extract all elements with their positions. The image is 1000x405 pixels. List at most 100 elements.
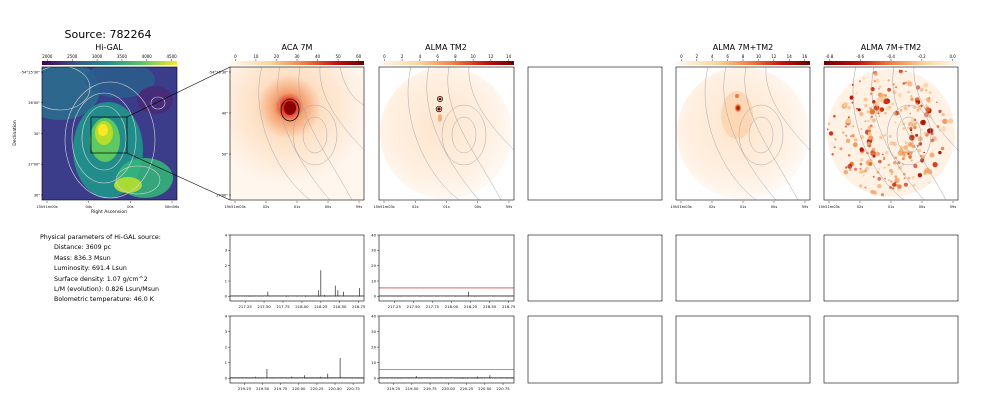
x-tick-label: 02s [709, 205, 716, 209]
noise-blob [905, 81, 907, 84]
colorbar-tick-label: 14 [506, 54, 512, 59]
noise-blob [867, 141, 872, 146]
noise-blob [936, 101, 938, 104]
y-tick-label: 2 [225, 263, 228, 268]
x-tick-label: 218.25 [464, 304, 478, 309]
noise-blob [873, 79, 876, 83]
colorbar-tick-label: 6 [436, 54, 439, 59]
y-tick-label: -54°25'30" [21, 70, 41, 74]
noise-blob [843, 170, 848, 175]
noise-blob [828, 131, 834, 136]
spectrum-frame [378, 234, 515, 302]
noise-blob [864, 186, 867, 189]
noise-blob [869, 109, 875, 115]
noise-blob [915, 102, 919, 106]
x-tick-label: 220.75 [346, 386, 360, 391]
x-tick-label: 00s [475, 205, 482, 209]
alma7mtm2-contours [704, 66, 811, 201]
x-tick-label: 59s [356, 205, 363, 209]
noise-blob [913, 137, 916, 140]
noise-blob [897, 184, 902, 189]
aca7m-peak [284, 101, 296, 115]
y-tick-label: 10 [371, 278, 376, 283]
noise-blob [885, 106, 891, 111]
noise-blob [915, 133, 919, 137]
almatm2-x-ticks: 15h51m03s 02s 01s 00s 59s [373, 201, 512, 209]
colorbar-tick-label: 3500 [117, 54, 128, 59]
noise-blob [855, 92, 858, 95]
noise-blob [851, 134, 855, 138]
colorbar-tick-label: 4500 [167, 54, 178, 59]
noise-blob [912, 183, 916, 187]
y-tick-label: 30" [34, 193, 41, 197]
noise-blob [910, 159, 913, 162]
almatm2-map [380, 67, 512, 199]
noise-blob [915, 85, 921, 90]
noise-blob [871, 118, 876, 123]
noise-blob [916, 109, 920, 112]
noise-blob [909, 127, 913, 131]
colorbar-tick-label: 10 [471, 54, 477, 59]
noise-blob [859, 162, 863, 166]
colorbar-tick-label: 0 [234, 54, 237, 59]
aca7m-panel: ACA 7M 0 10 20 30 40 50 60 15h51m03s 02s 01s 00s 5… [209, 43, 365, 209]
noise-blob [899, 108, 903, 112]
noise-blob [908, 121, 913, 127]
empty-spectrum-panel [527, 315, 663, 384]
colorbar-tick-label: 40 [315, 54, 321, 59]
higal-colorbar-ticks: 2000 2500 3000 3500 4000 4500 [42, 54, 177, 61]
noise-blob [887, 79, 890, 82]
noise-blob [878, 159, 882, 164]
noise-blob [842, 131, 845, 134]
zoom-connector-top [126, 66, 231, 118]
y-tick-label: 1 [225, 278, 228, 283]
alma7mtm2b-x-ticks: 15h51m03s 02s 01s 00s 59s [818, 201, 956, 209]
noise-blob [898, 69, 903, 74]
spectrum-tm2-row1: 0 10 20 30 40 217.25 217.50 217.75 218.00 218.25 2… [371, 232, 516, 309]
noise-blob [902, 127, 906, 131]
noise-blob [911, 146, 914, 149]
noise-blob [923, 112, 929, 118]
colorbar-tick-label: 30 [294, 54, 300, 59]
noise-blob [890, 180, 893, 183]
colorbar-tick-label: 10 [756, 54, 762, 59]
noise-blob [834, 138, 837, 141]
figure-title: Source: 782264 [65, 28, 152, 41]
noise-blob [918, 142, 923, 146]
noise-blob [879, 135, 883, 140]
x-tick-label: 218.50 [333, 304, 347, 309]
y-tick-label: 40 [371, 232, 376, 237]
colorbar-tick-label: 0 [383, 54, 386, 59]
noise-blob [867, 125, 872, 130]
zoom-connector-bottom [126, 152, 231, 201]
noise-blob [912, 175, 915, 179]
noise-blob [881, 153, 884, 156]
noise-blob [845, 166, 848, 169]
noise-blob [869, 134, 872, 137]
x-tick-label: 217.75 [276, 304, 290, 309]
noise-blob [926, 97, 931, 102]
colorbar-tick-label: 4 [711, 54, 714, 59]
noise-blob [889, 186, 892, 189]
spectrum-frame [229, 234, 365, 302]
y-tick-label: 3 [225, 248, 228, 253]
y-tick-label: 1 [225, 360, 228, 365]
noise-blob [865, 166, 869, 171]
x-tick-label: 217.25 [388, 304, 402, 309]
noise-blob [912, 120, 915, 123]
empty-spectrum-panel [527, 234, 663, 302]
noise-blob [902, 157, 905, 161]
almatm2-panel: ALMA TM2 0 2 4 6 8 10 12 14 15h51m03s 02s 01s 00s 5… [373, 43, 515, 209]
noise-blob [847, 116, 850, 119]
higal-ylabel: Declination [12, 120, 18, 146]
noise-blob [883, 98, 889, 105]
alma7mtm2-panel: ALMA 7M+TM2 0 2 4 6 8 10 12 14 16 15h51m03s 02s 01… [670, 43, 811, 209]
noise-blob [833, 114, 836, 118]
colorbar-tick-label: 8 [454, 54, 457, 59]
colorbar-tick-label: 14 [787, 54, 793, 59]
x-tick-label: 218.00 [295, 304, 309, 309]
noise-blob [868, 135, 874, 141]
noise-blob [894, 177, 900, 183]
x-tick-label: 15h51m03s [224, 205, 245, 209]
